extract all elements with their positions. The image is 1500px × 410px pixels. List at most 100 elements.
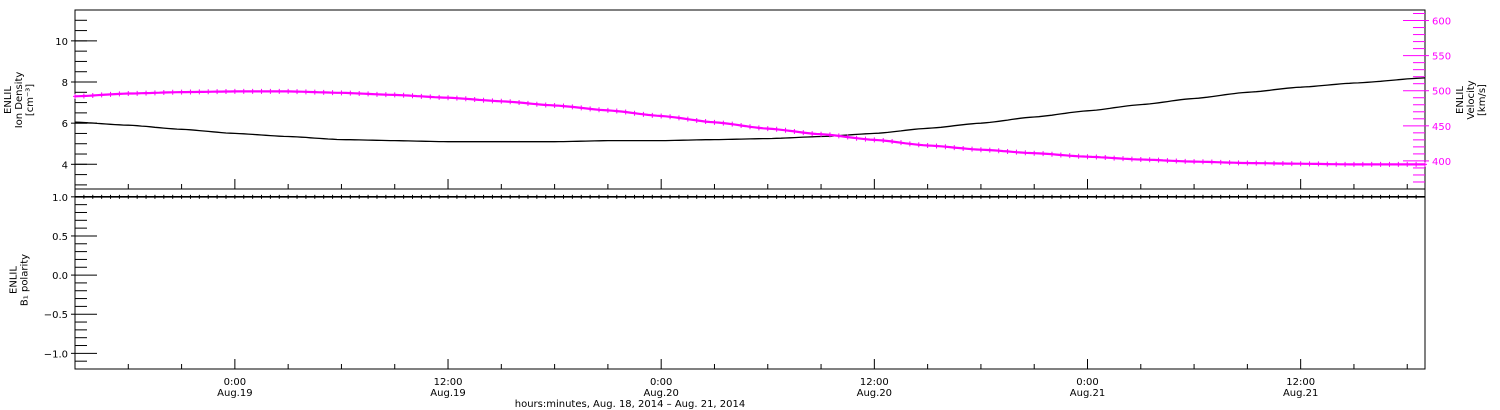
velocity-point xyxy=(881,138,886,144)
polarity-tick-label: 0.0 xyxy=(52,271,68,282)
velocity-point xyxy=(739,122,744,128)
velocity-point xyxy=(410,93,415,99)
velocity-point xyxy=(508,99,513,105)
velocity-point xyxy=(1414,161,1419,167)
velocity-point xyxy=(1423,161,1427,167)
velocity-point xyxy=(1245,160,1250,166)
velocity-axis-title: Velocity xyxy=(1466,80,1477,119)
date-tick-label: Aug.19 xyxy=(430,388,465,399)
polarity-markers xyxy=(74,194,1426,199)
velocity-point xyxy=(712,119,717,125)
velocity-point xyxy=(588,106,593,112)
velocity-point xyxy=(1272,160,1277,166)
velocity-point xyxy=(987,147,992,153)
velocity-point xyxy=(1058,152,1063,158)
velocity-point xyxy=(454,95,459,101)
velocity-point xyxy=(1129,156,1134,162)
velocity-point xyxy=(605,107,610,113)
velocity-point xyxy=(1334,161,1339,167)
velocity-point xyxy=(277,88,282,94)
velocity-point xyxy=(1067,153,1072,159)
velocity-point xyxy=(330,90,335,96)
velocity-point xyxy=(1325,161,1330,167)
velocity-point xyxy=(374,91,379,97)
velocity-point xyxy=(748,124,752,130)
velocity-point xyxy=(1298,161,1303,167)
velocity-point xyxy=(170,89,175,95)
velocity-point xyxy=(952,145,957,151)
velocity-point xyxy=(295,89,300,95)
velocity-point xyxy=(774,126,779,132)
velocity-point xyxy=(792,128,797,134)
density-tick-label: 8 xyxy=(62,78,68,89)
velocity-point xyxy=(685,116,690,122)
velocity-point xyxy=(1076,153,1081,159)
velocity-point xyxy=(517,100,522,106)
density-tick-label: 10 xyxy=(55,37,68,48)
density-axis-title: Ion Density xyxy=(14,72,25,129)
polarity-tick-label: 0.5 xyxy=(52,232,68,243)
velocity-point xyxy=(641,111,646,117)
polarity-axis-title: B₁ polarity xyxy=(20,254,31,306)
velocity-point xyxy=(1351,161,1356,167)
velocity-tick-label: 500 xyxy=(1432,87,1451,98)
velocity-point xyxy=(463,96,468,102)
velocity-point xyxy=(259,88,264,94)
time-tick-label: 12:00 xyxy=(434,377,463,388)
velocity-point xyxy=(1369,161,1374,167)
velocity-point xyxy=(99,92,104,98)
velocity-point xyxy=(890,139,895,145)
velocity-point xyxy=(1209,159,1214,165)
velocity-point xyxy=(1254,160,1259,166)
velocity-point xyxy=(1023,150,1028,156)
velocity-point xyxy=(499,98,504,104)
velocity-point xyxy=(1360,161,1365,167)
velocity-point xyxy=(437,94,442,100)
velocity-point xyxy=(650,112,655,118)
velocity-point xyxy=(552,102,557,108)
velocity-point xyxy=(312,89,317,95)
velocity-point xyxy=(321,89,326,95)
velocity-point xyxy=(1307,161,1312,167)
velocity-point xyxy=(1094,154,1099,160)
date-tick-label: Aug.19 xyxy=(217,388,252,399)
polarity-tick-label: 1.0 xyxy=(52,193,68,204)
velocity-point xyxy=(1200,159,1205,165)
velocity-tick-label: 400 xyxy=(1432,157,1451,168)
velocity-point xyxy=(730,121,735,127)
polarity-tick-label: −1.0 xyxy=(44,349,68,360)
density-tick-label: 6 xyxy=(62,119,68,130)
velocity-point xyxy=(446,95,451,101)
velocity-point xyxy=(996,148,1001,154)
velocity-point xyxy=(978,147,983,153)
velocity-point xyxy=(1121,156,1126,162)
velocity-point xyxy=(543,102,548,108)
velocity-point xyxy=(197,89,202,95)
velocity-point xyxy=(810,131,815,137)
velocity-point xyxy=(961,145,966,151)
velocity-point xyxy=(1014,149,1019,155)
velocity-point xyxy=(863,136,868,142)
velocity-point xyxy=(419,93,424,99)
velocity-point xyxy=(117,91,122,97)
velocity-point xyxy=(925,142,930,148)
velocity-point xyxy=(1396,161,1401,167)
velocity-point xyxy=(907,141,912,147)
velocity-point xyxy=(1103,155,1108,161)
velocity-point xyxy=(232,88,237,94)
velocity-point xyxy=(659,113,664,119)
velocity-point xyxy=(579,105,584,111)
velocity-point xyxy=(632,110,637,116)
velocity-point xyxy=(1263,160,1268,166)
velocity-point xyxy=(1032,150,1037,156)
density-tick-label: 4 xyxy=(62,160,68,171)
velocity-point xyxy=(250,88,255,94)
velocity-point xyxy=(73,93,77,99)
density-axis-title: ENLIL xyxy=(3,86,14,114)
velocity-point xyxy=(286,88,291,94)
velocity-point xyxy=(90,93,95,99)
velocity-point xyxy=(188,89,193,95)
density-axis-title: [cm⁻³] xyxy=(25,84,36,116)
velocity-point xyxy=(126,91,131,97)
